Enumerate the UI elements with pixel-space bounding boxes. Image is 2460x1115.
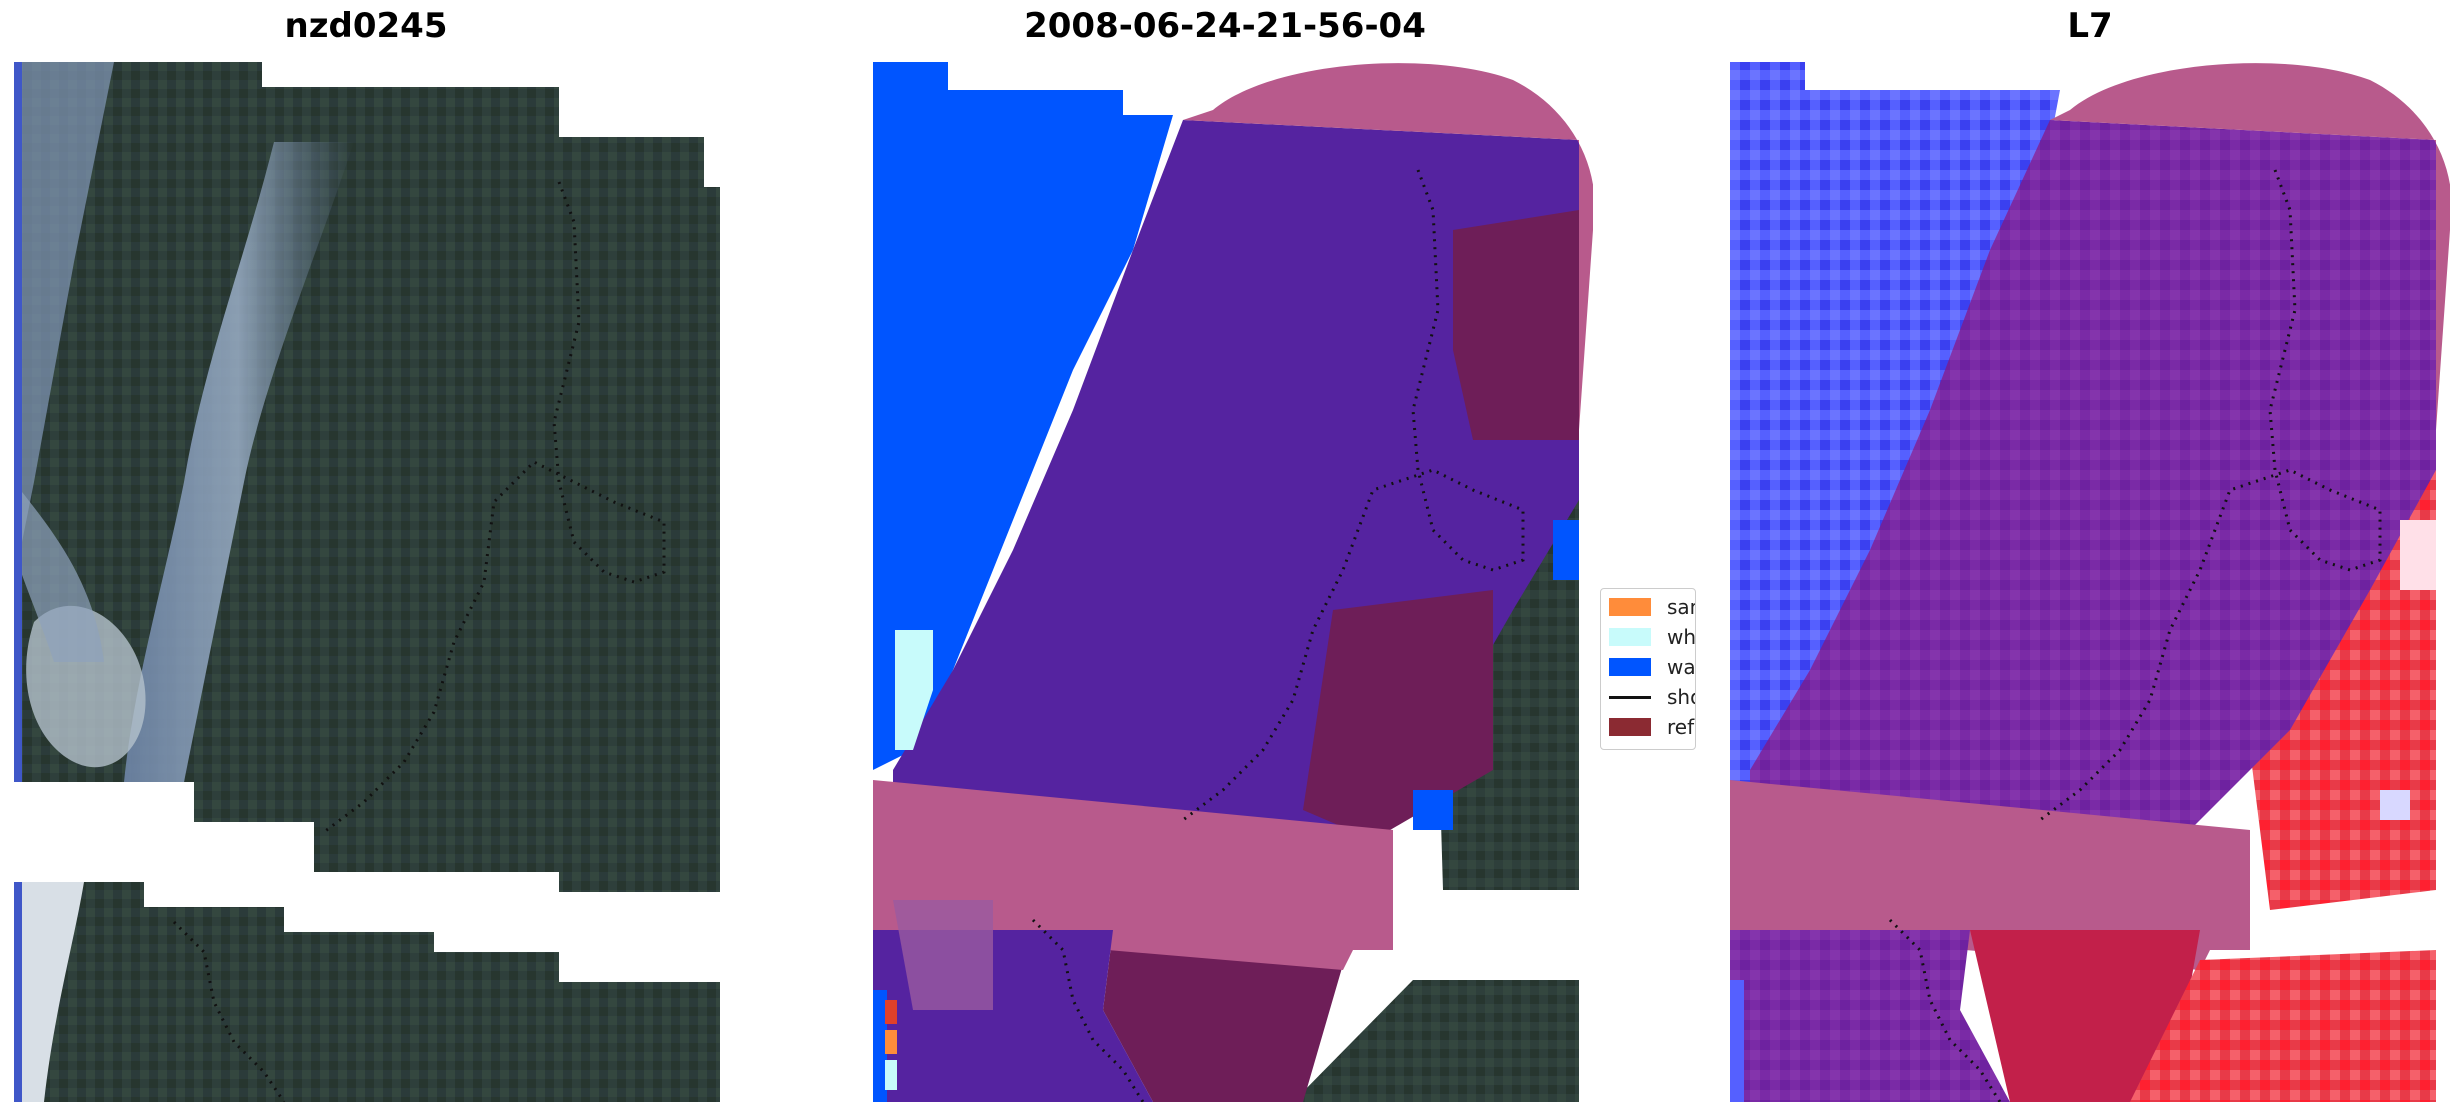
legend-label: sand bbox=[1667, 595, 1695, 619]
legend-label: shoreline bbox=[1667, 685, 1695, 709]
index-image bbox=[1730, 62, 2450, 1102]
panel-title-left: nzd0245 bbox=[284, 6, 448, 46]
legend-item-water: water bbox=[1601, 653, 1696, 681]
image-area-lower bbox=[14, 882, 720, 1102]
legend-swatch-shoreline bbox=[1609, 695, 1651, 699]
water-patch bbox=[1413, 790, 1453, 830]
legend-swatch-water bbox=[1609, 658, 1651, 676]
overlay-region bbox=[1750, 120, 2436, 950]
panel-title-right: L7 bbox=[2067, 6, 2113, 46]
whitewater-region bbox=[895, 630, 933, 750]
index-panel bbox=[1730, 50, 2450, 1102]
legend: sand whitewater water shoreline referenc… bbox=[1600, 588, 1696, 750]
reference-region-lower bbox=[1103, 930, 1353, 1102]
reference-overlay-band bbox=[873, 780, 1393, 970]
legend-item-shoreline: shoreline bbox=[1601, 683, 1695, 711]
image-area-upper bbox=[14, 62, 720, 892]
legend-item-sand: sand bbox=[1601, 593, 1695, 621]
classification-panel bbox=[873, 50, 1593, 1102]
legend-label: reference bbox=[1667, 715, 1695, 739]
rgb-image-panel bbox=[14, 62, 720, 1102]
reference-region-upper-right bbox=[1453, 210, 1579, 440]
panel-title-middle: 2008-06-24-21-56-04 bbox=[1024, 6, 1426, 46]
blue-index-region bbox=[1730, 62, 2060, 810]
legend-swatch-reference bbox=[1609, 718, 1651, 736]
legend-item-whitewater: whitewater bbox=[1601, 623, 1696, 651]
water-region bbox=[873, 62, 1173, 770]
legend-swatch-sand bbox=[1609, 598, 1651, 616]
reference-region-mid bbox=[1303, 590, 1493, 840]
rgb-image bbox=[14, 62, 720, 1102]
legend-swatch-whitewater bbox=[1609, 628, 1651, 646]
legend-label: whitewater bbox=[1667, 625, 1696, 649]
legend-label: water bbox=[1667, 655, 1696, 679]
classification-image bbox=[873, 62, 1593, 1102]
legend-item-reference: reference bbox=[1601, 713, 1695, 741]
